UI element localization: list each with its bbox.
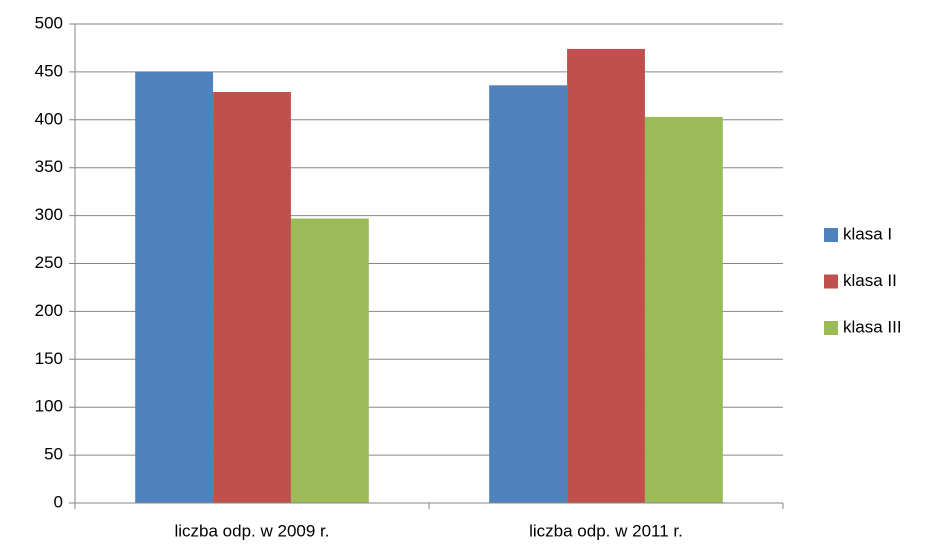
bar bbox=[290, 218, 369, 503]
y-tick-label: 50 bbox=[44, 445, 63, 464]
y-tick-label: 100 bbox=[35, 397, 63, 416]
y-tick-label: 0 bbox=[54, 492, 63, 511]
x-tick-label: liczba odp. w 2011 r. bbox=[529, 521, 683, 540]
legend-label: klasa I bbox=[843, 224, 892, 243]
y-tick-label: 500 bbox=[35, 13, 63, 32]
legend-label: klasa III bbox=[843, 317, 902, 336]
x-tick-label: liczba odp. w 2009 r. bbox=[175, 521, 330, 540]
bar bbox=[135, 71, 214, 504]
legend-swatch bbox=[824, 228, 838, 242]
y-tick-label: 150 bbox=[35, 349, 63, 368]
legend-swatch bbox=[824, 321, 838, 335]
y-tick-label: 200 bbox=[35, 301, 63, 320]
legend-label: klasa II bbox=[843, 271, 897, 290]
y-tick-label: 400 bbox=[35, 109, 63, 128]
bar bbox=[489, 85, 568, 503]
bar bbox=[644, 116, 723, 504]
y-tick-label: 450 bbox=[35, 61, 63, 80]
bar bbox=[567, 48, 645, 504]
y-tick-label: 250 bbox=[35, 253, 63, 272]
y-tick-label: 300 bbox=[35, 205, 63, 224]
legend-swatch bbox=[824, 274, 838, 289]
y-tick-label: 350 bbox=[35, 157, 63, 176]
bar bbox=[213, 92, 291, 503]
